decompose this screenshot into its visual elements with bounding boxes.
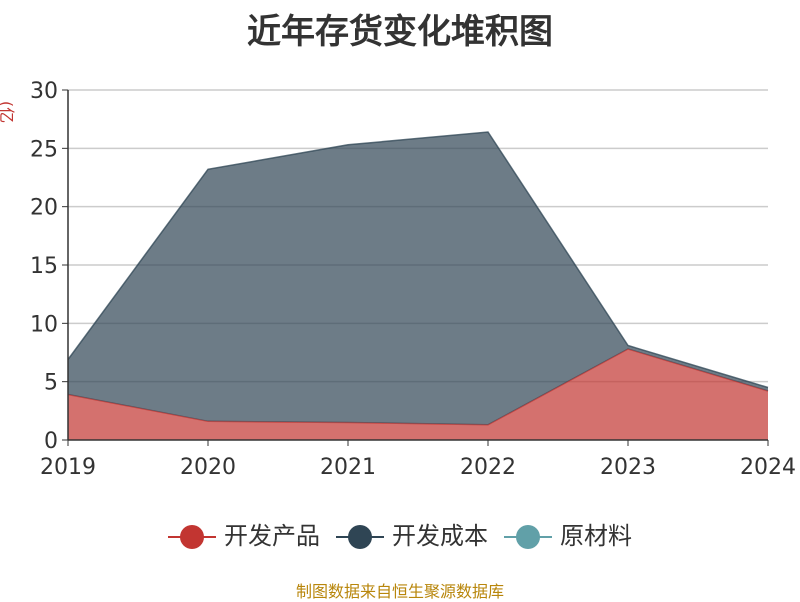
legend-marker-icon: [336, 525, 384, 549]
series-line-2: [67, 131, 769, 389]
x-tick-label: 2024: [740, 455, 796, 480]
legend: 开发产品 开发成本 原材料: [0, 516, 800, 551]
x-tick-label: 2020: [180, 455, 236, 480]
y-tick-label: 15: [30, 254, 58, 279]
x-tick-labels: 2019 2020 2021 2022 2023 2024: [40, 455, 796, 480]
y-tick-label: 20: [30, 196, 58, 221]
area-2: [68, 132, 768, 425]
y-tick-label: 5: [44, 371, 58, 396]
y-tick-label: 10: [30, 312, 58, 337]
area-1: [68, 349, 768, 440]
legend-label: 原材料: [560, 522, 632, 550]
x-tick-label: 2023: [600, 455, 656, 480]
chart-title: 近年存货变化堆积图: [247, 12, 553, 52]
x-tick-label: 2021: [320, 455, 376, 480]
legend-label: 开发成本: [392, 522, 488, 550]
legend-marker-icon: [504, 525, 552, 549]
legend-item-3[interactable]: 原材料: [504, 516, 632, 551]
y-tick-label: 25: [30, 137, 58, 162]
y-tick-label: 0: [44, 429, 58, 454]
source-note: 制图数据来自恒生聚源数据库: [295, 582, 504, 601]
y-tick-label: 30: [30, 79, 58, 104]
legend-item-2[interactable]: 开发成本: [336, 516, 488, 551]
legend-label: 开发产品: [224, 522, 320, 550]
x-tick-label: 2019: [40, 455, 96, 480]
y-tick-labels: 0 5 10 15 20 25 30: [30, 79, 58, 454]
legend-marker-icon: [168, 525, 216, 549]
x-tick-label: 2022: [460, 455, 516, 480]
series-areas: [67, 131, 769, 440]
legend-item-1[interactable]: 开发产品: [168, 516, 320, 551]
axes: [62, 89, 769, 446]
